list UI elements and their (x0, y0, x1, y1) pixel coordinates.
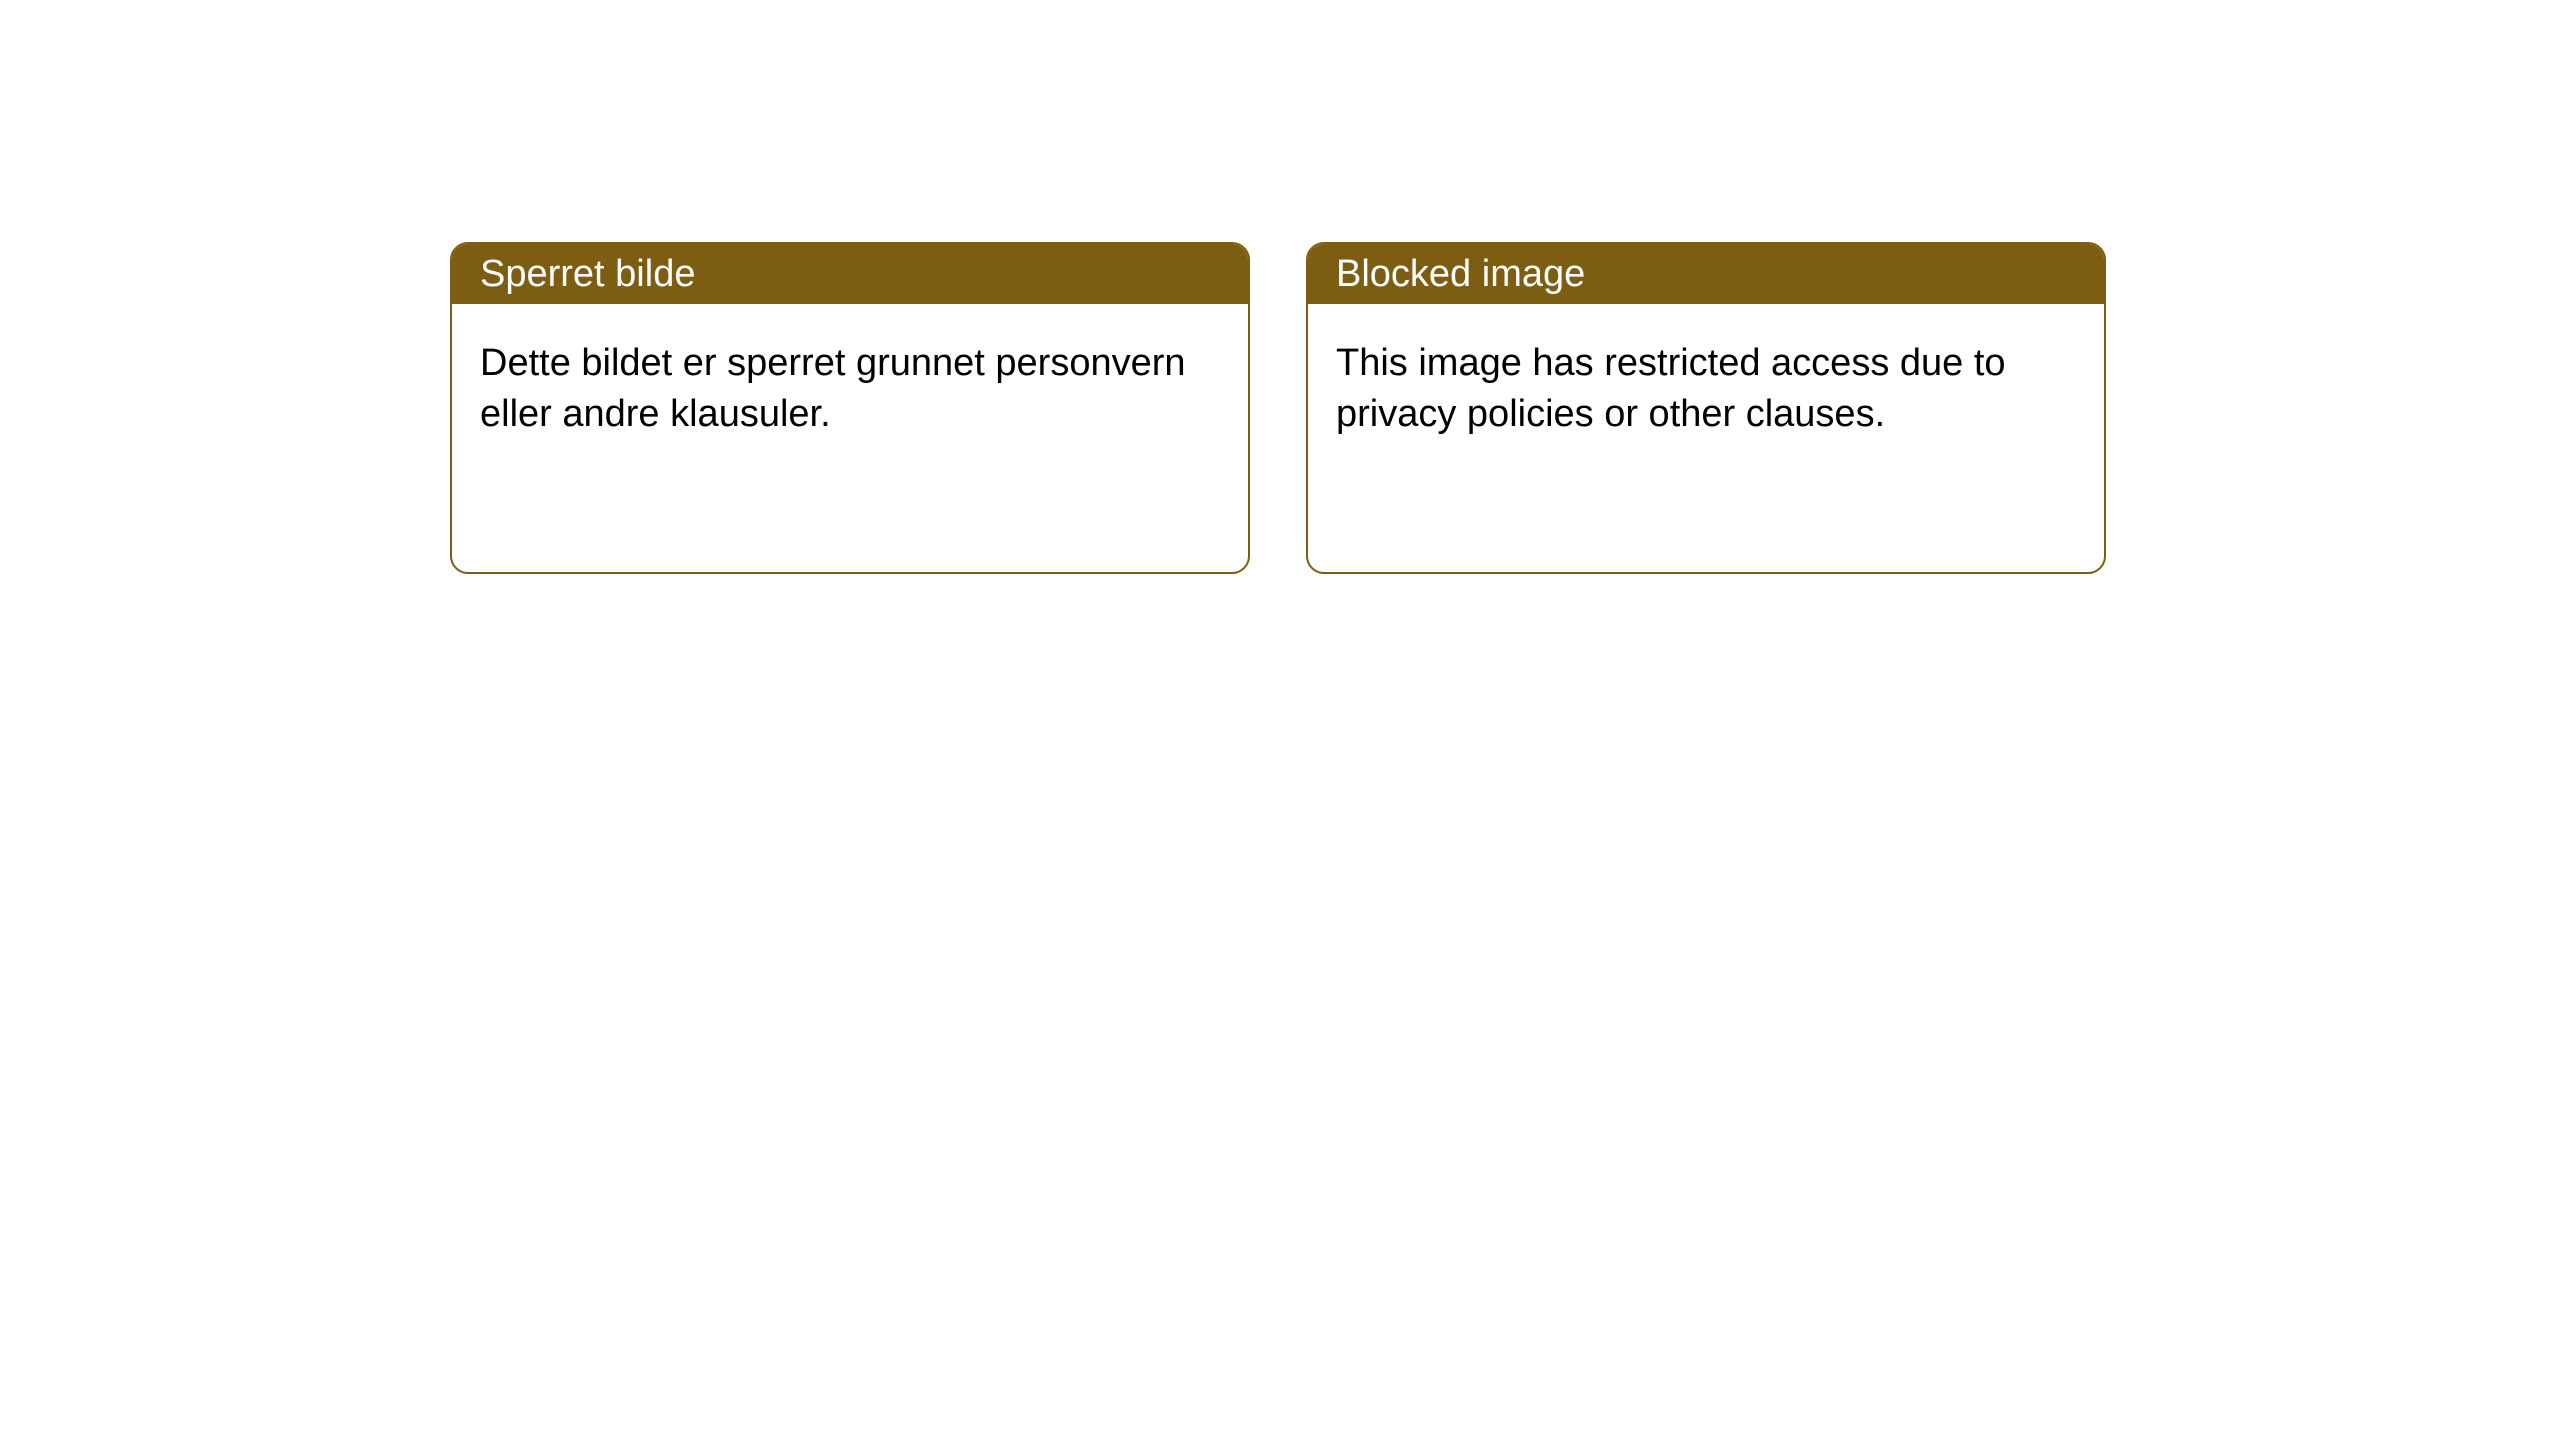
notice-card-norwegian: Sperret bilde Dette bildet er sperret gr… (450, 242, 1250, 574)
notice-body-english: This image has restricted access due to … (1308, 304, 2104, 475)
notice-title-norwegian: Sperret bilde (480, 253, 695, 296)
notice-header-english: Blocked image (1308, 244, 2104, 304)
notice-header-norwegian: Sperret bilde (452, 244, 1248, 304)
notice-body-norwegian: Dette bildet er sperret grunnet personve… (452, 304, 1248, 475)
notice-text-english: This image has restricted access due to … (1336, 342, 2006, 435)
notice-text-norwegian: Dette bildet er sperret grunnet personve… (480, 342, 1186, 435)
notice-container: Sperret bilde Dette bildet er sperret gr… (0, 0, 2560, 574)
notice-title-english: Blocked image (1336, 253, 1585, 296)
notice-card-english: Blocked image This image has restricted … (1306, 242, 2106, 574)
